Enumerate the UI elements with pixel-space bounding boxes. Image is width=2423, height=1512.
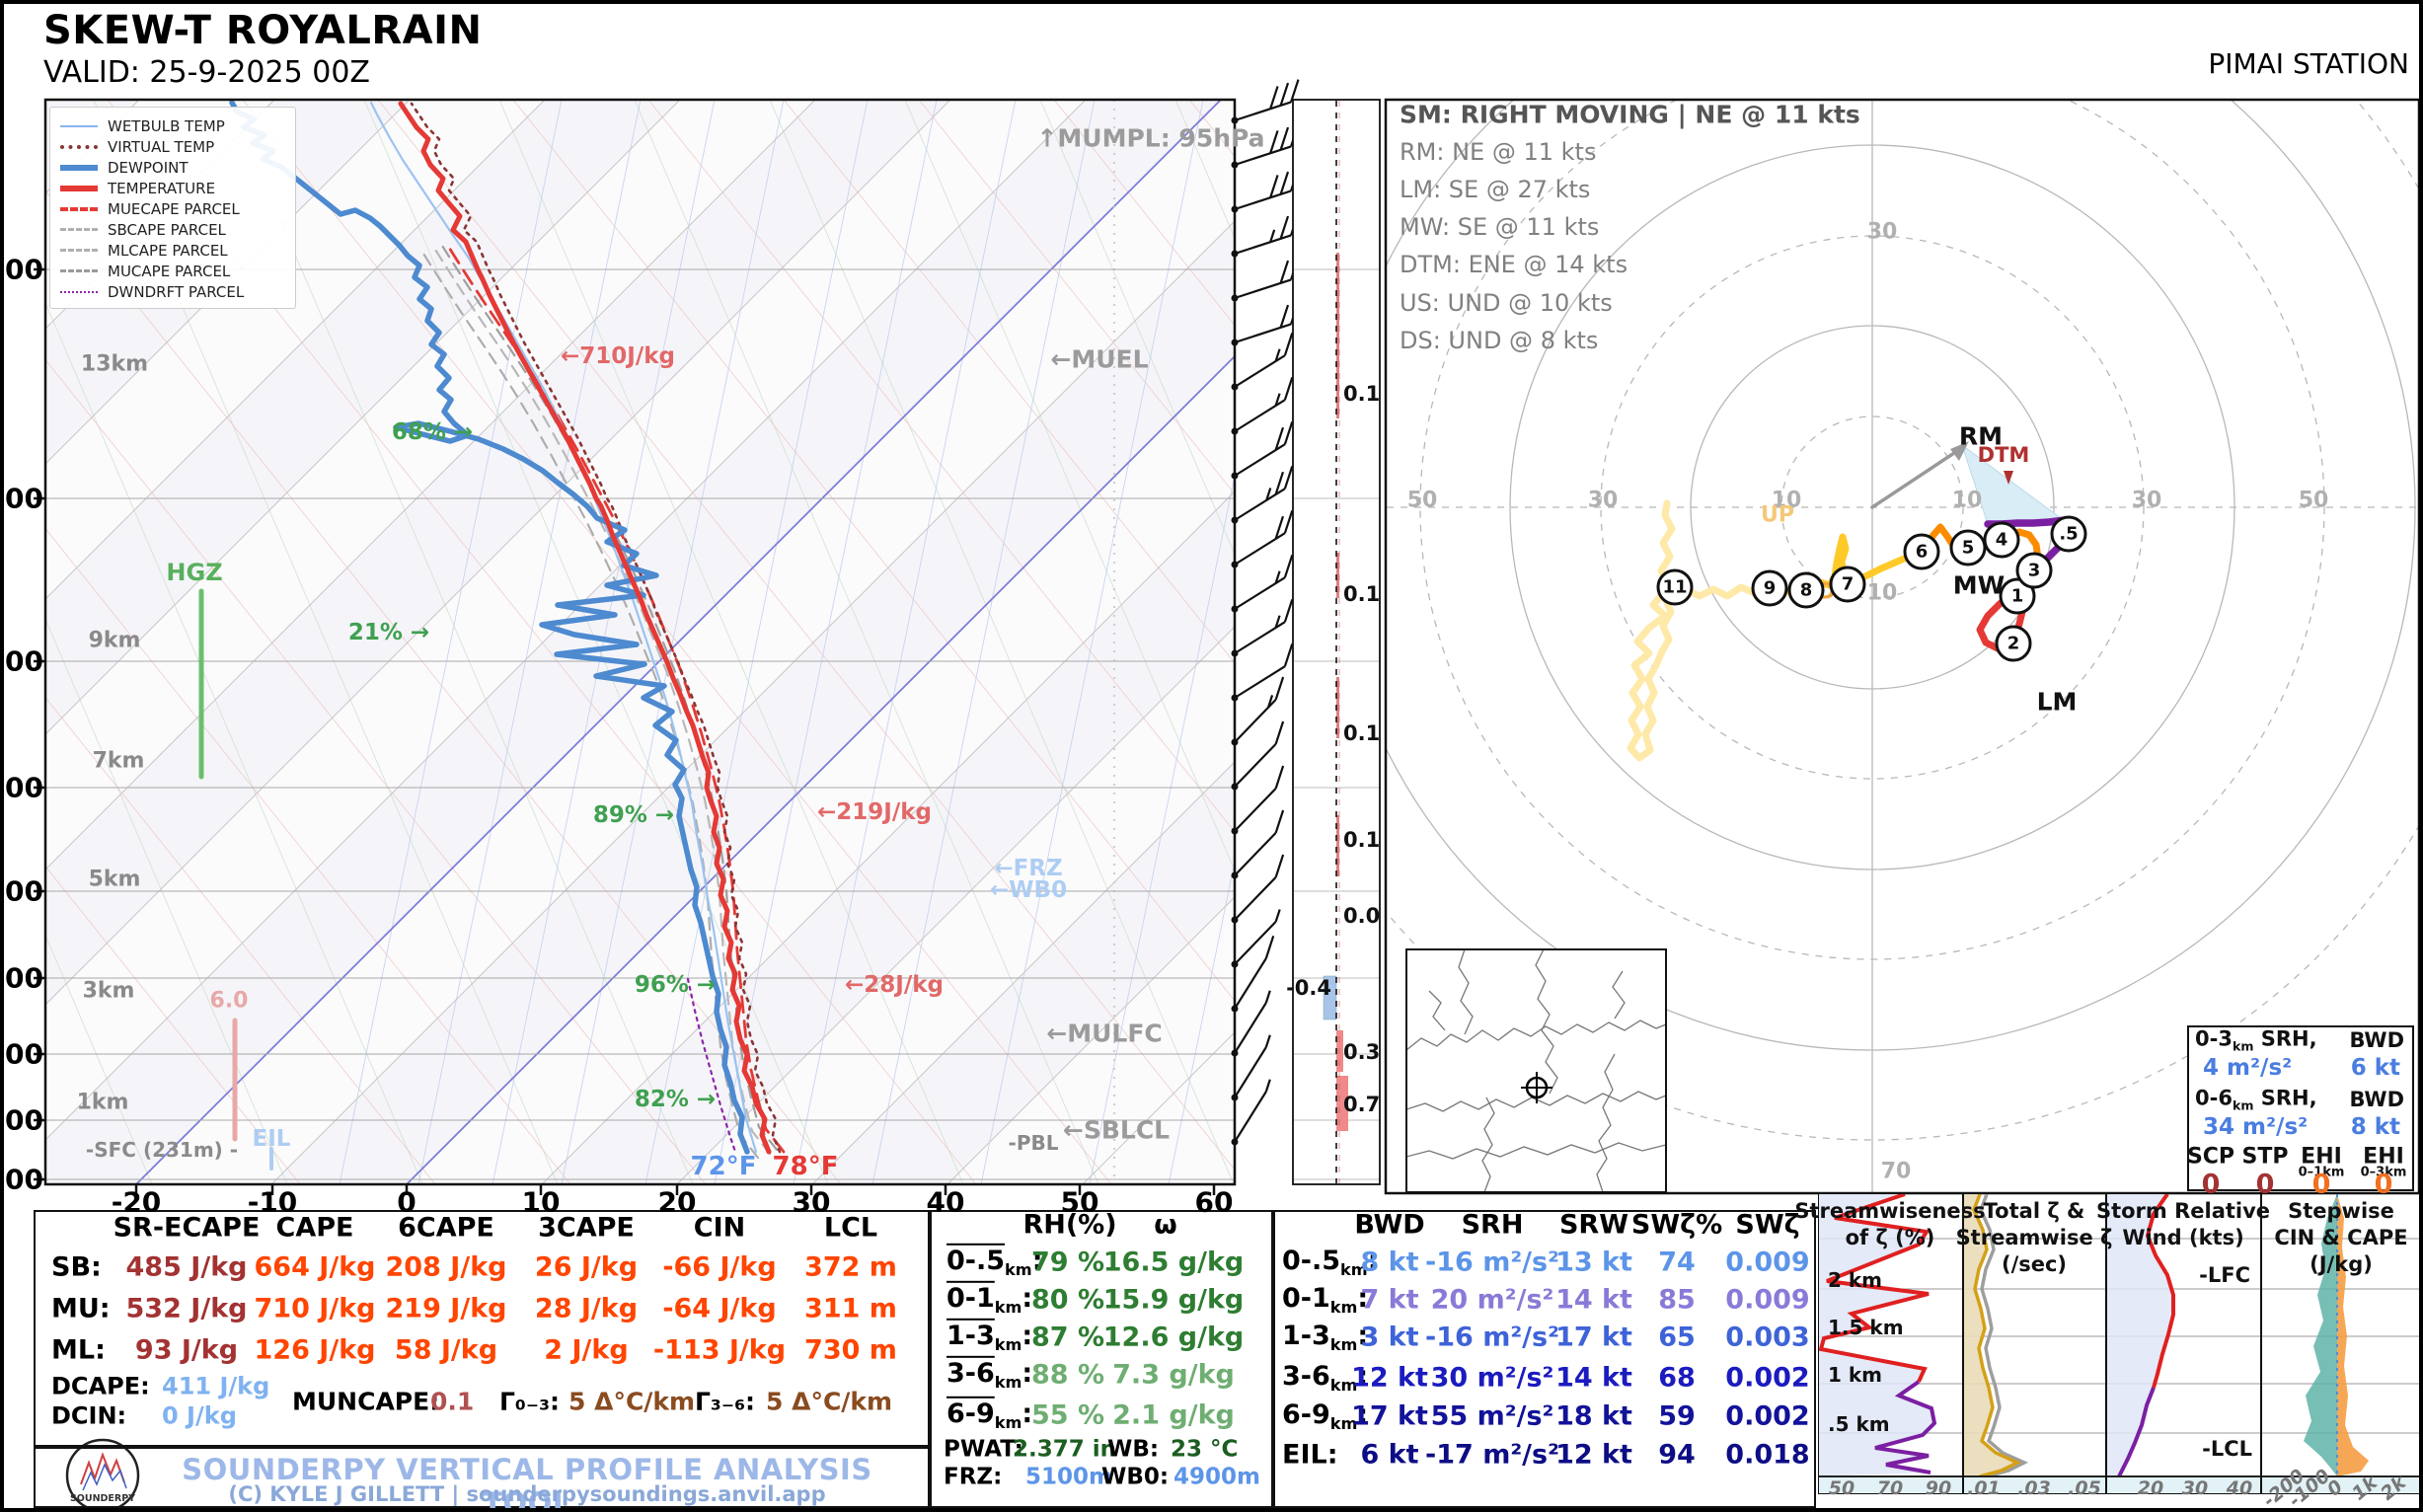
legend-line-sample [60,206,98,211]
stepwise-panel [2261,1193,2419,1494]
legend-item: VIRTUAL TEMP [60,136,295,157]
omega-bars [1323,101,1348,1183]
legend-item-label: VIRTUAL TEMP [108,137,215,156]
rm-arrowhead [1950,441,1969,461]
valid-time: VALID: 25-9-2025 00Z [43,55,370,90]
streamwiseness-panel-art [1819,1194,1937,1476]
legend: WETBULB TEMP VIRTUAL TEMP DEWPOINT TEMPERAT… [49,107,296,309]
legend-item: SBCAPE PARCEL [60,219,295,240]
dtm-marker-icon [2004,471,2013,485]
legend-item-label: MUCAPE PARCEL [108,262,231,280]
legend-line-sample [60,164,98,171]
kinematics-table-box [1273,1210,1816,1508]
panel-bottom-wash [1818,1477,2419,1493]
legend-line-sample [60,124,98,127]
vorticity-panel-art [1964,1194,2029,1476]
vorticity-panel [1963,1193,2106,1494]
legend-line-sample [60,290,98,293]
station-marker-icon [1521,1072,1552,1103]
legend-line-sample [60,228,98,231]
legend-item-label: DEWPOINT [108,158,189,177]
axis-ticks [34,267,1216,1195]
stepwise-panel-art [2304,1194,2369,1476]
footer-line1: SOUNDERPY VERTICAL PROFILE ANALYSIS TOOL [182,1453,872,1512]
srw-panel-art [2107,1194,2175,1476]
hodograph-rings [1387,101,2418,1192]
rm-vector [1870,445,1965,509]
legend-item: DWNDRFT PARCEL [60,281,295,302]
omega-border [1292,99,1381,1185]
legend-item-label: MUECAPE PARCEL [108,199,240,218]
legend-line-sample [60,249,98,252]
legend-item: WETBULB TEMP [60,115,295,136]
map-inset [1405,948,1667,1193]
streamwiseness-panel [1818,1193,1963,1494]
downdraft-parcel-line [686,977,737,1154]
sounderpy-logo: SOUNDERPY [65,1438,140,1508]
legend-item: MLCAPE PARCEL [60,240,295,261]
legend-item: DEWPOINT [60,157,295,178]
legend-line-sample [60,269,98,272]
legend-item: MUCAPE PARCEL [60,261,295,281]
legend-item-label: WETBULB TEMP [108,116,225,135]
thermo-table-box [34,1210,930,1447]
legend-item: TEMPERATURE [60,178,295,198]
station-name: PIMAI STATION [2208,47,2409,80]
map-background [1405,948,1667,1193]
skewt-profiles [198,100,786,1171]
footer-box [34,1447,930,1508]
figure-art: SOUNDERPY [34,79,2419,1508]
legend-item-label: MLCAPE PARCEL [108,241,228,260]
dewpoint-line [229,100,750,1155]
legend-item-label: SBCAPE PARCEL [108,220,226,239]
footer-line2: (C) KYLE J GILLETT | sounderpysoundings.… [228,1482,826,1506]
map-boundaries [1406,949,1666,1192]
srh-summary-box [2187,1025,2414,1191]
legend-line-sample [60,185,98,191]
rh-table-box [930,1210,1273,1508]
wind-barb-column [1231,79,1300,1146]
legend-line-sample [60,144,98,149]
legend-item: MUECAPE PARCEL [60,198,295,219]
page-title: SKEW-T ROYALRAIN [43,8,483,53]
skewt-border [43,98,1237,1186]
legend-item-label: TEMPERATURE [108,179,216,197]
legend-item-label: DWNDRFT PARCEL [108,282,245,301]
srw-panel [2106,1193,2261,1494]
svg-text:SOUNDERPY: SOUNDERPY [70,1493,135,1504]
